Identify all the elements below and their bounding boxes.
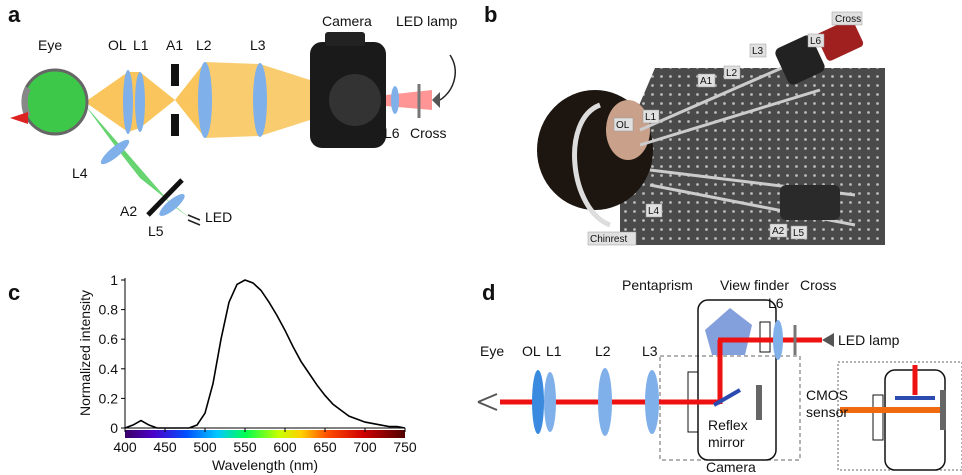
label: mirror (708, 434, 745, 450)
label: L4 (72, 165, 88, 181)
label: L1 (133, 37, 149, 53)
x-axis-label: Wavelength (nm) (212, 457, 318, 473)
label: Chinrest (590, 234, 627, 245)
x-tick-label: 650 (313, 439, 337, 455)
label: Camera (322, 13, 372, 29)
panel-label: c (8, 280, 20, 305)
label: L3 (250, 37, 266, 53)
y-tick-label: 1 (110, 272, 118, 288)
y-tick-label: 0.2 (99, 390, 119, 406)
label: L3 (642, 343, 658, 359)
label: L2 (726, 68, 738, 79)
x-tick-label: 700 (353, 439, 377, 455)
label: L2 (595, 343, 611, 359)
y-tick-label: 0.4 (99, 361, 119, 377)
label: Pentaprism (622, 277, 693, 293)
label: LED lamp (838, 332, 900, 348)
y-tick-label: 0.8 (99, 302, 119, 318)
panel-label: a (8, 2, 21, 27)
label: A2 (772, 226, 785, 237)
x-tick-label: 750 (393, 439, 417, 455)
label: L6 (768, 295, 784, 311)
label: L6 (384, 125, 400, 141)
panel-label: b (484, 2, 497, 27)
label: L3 (752, 46, 764, 57)
label: Cross (410, 125, 447, 141)
label: Eye (38, 37, 62, 53)
label: sensor (806, 404, 848, 420)
panel-b: Cross L3 L6 L2 A1 L1 OL L4 Chinrest A2 L… (537, 12, 885, 245)
label: Eye (480, 343, 504, 359)
panel-c: Wavelength (nm) Normalized intensity 0 0.… (77, 272, 417, 473)
label: L4 (648, 206, 660, 217)
label: L5 (148, 223, 164, 239)
label: A1 (700, 76, 713, 87)
label: L6 (810, 36, 822, 47)
y-axis-label: Normalized intensity (77, 290, 93, 416)
label: OL (522, 343, 541, 359)
label: A1 (166, 37, 183, 53)
x-tick-label: 600 (273, 439, 297, 455)
y-tick-label: 0.6 (99, 331, 119, 347)
label: Cross (800, 277, 837, 293)
label: View finder (720, 277, 789, 293)
y-tick-label: 0 (110, 420, 118, 436)
label: Camera (706, 459, 756, 475)
label: OL (108, 37, 127, 53)
x-tick-label: 500 (193, 439, 217, 455)
label: OL (616, 120, 630, 131)
label: Reflex (708, 417, 748, 433)
label: LED (205, 209, 232, 225)
panel-d: Eye OL L1 L2 L3 Pentaprism View finder C… (478, 277, 962, 475)
label: CMOS (806, 387, 848, 403)
panel-a: Eye OL L1 A1 L2 L3 Camera LED lamp L6 Cr… (10, 13, 458, 239)
label: L2 (196, 37, 212, 53)
label: LED lamp (396, 13, 458, 29)
panel-label: d (482, 280, 495, 305)
x-tick-label: 550 (233, 439, 257, 455)
x-tick-label: 450 (153, 439, 177, 455)
x-tick-label: 400 (113, 439, 137, 455)
label: Cross (835, 14, 861, 25)
label: A2 (120, 203, 137, 219)
label: L1 (546, 343, 562, 359)
label: L5 (793, 228, 805, 239)
label: L1 (645, 112, 657, 123)
figure: a b c d Eye OL L1 A1 L2 L3 Camera LED la… (0, 0, 962, 475)
spectrum-line (125, 280, 405, 428)
